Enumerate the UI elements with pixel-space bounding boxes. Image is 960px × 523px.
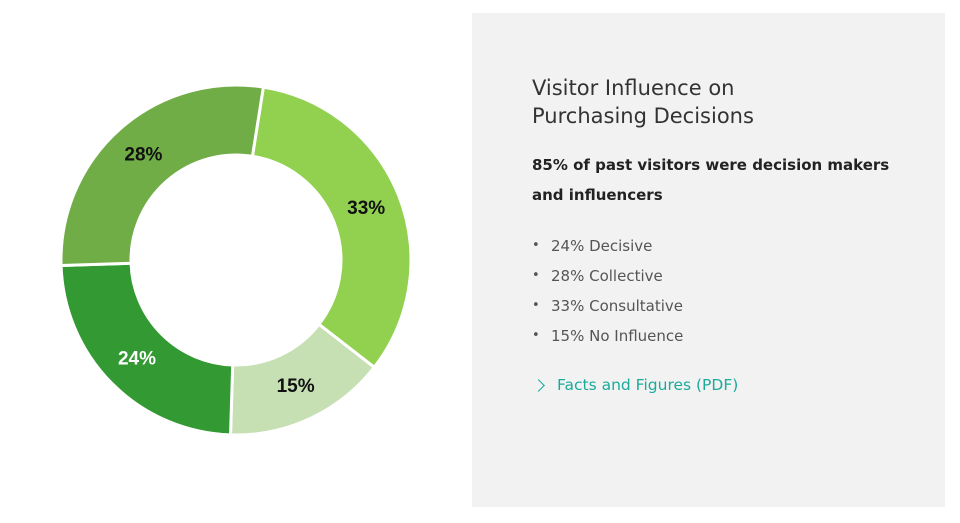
bullet-dot-icon: •	[532, 268, 540, 283]
bullet-dot-icon: •	[532, 238, 540, 253]
list-item-label: 33% Consultative	[551, 297, 683, 315]
donut-chart: 33% 15% 24% 28%	[40, 70, 430, 450]
info-panel: Visitor Influence on Purchasing Decision…	[472, 13, 945, 507]
list-item: • 28% Collective	[532, 261, 683, 291]
donut-chart-svg: 33% 15% 24% 28%	[59, 83, 413, 437]
influence-list: • 24% Decisive • 28% Collective • 33% Co…	[532, 231, 683, 351]
donut-slice-label-2: 24%	[118, 348, 156, 369]
donut-slice-label-1: 15%	[277, 376, 315, 397]
donut-slice-label-3: 28%	[124, 144, 162, 165]
list-item-label: 15% No Influence	[551, 327, 684, 345]
facts-and-figures-link[interactable]: Facts and Figures (PDF)	[532, 370, 738, 400]
facts-link-label: Facts and Figures (PDF)	[557, 376, 739, 394]
list-item: • 15% No Influence	[532, 321, 683, 351]
list-item: • 33% Consultative	[532, 291, 683, 321]
bullet-dot-icon: •	[532, 328, 540, 343]
donut-slice-0	[250, 85, 413, 370]
list-item-label: 24% Decisive	[551, 237, 653, 255]
list-item-label: 28% Collective	[551, 267, 663, 285]
donut-slice-3	[59, 83, 266, 268]
donut-slice-2	[59, 261, 235, 437]
panel-subtitle: 85% of past visitors were decision maker…	[532, 156, 890, 204]
donut-slice-label-0: 33%	[347, 198, 385, 219]
bullet-dot-icon: •	[532, 298, 540, 313]
panel-title: Visitor Influence on Purchasing Decision…	[532, 76, 754, 128]
chevron-right-icon	[532, 378, 545, 392]
list-item: • 24% Decisive	[532, 231, 683, 261]
